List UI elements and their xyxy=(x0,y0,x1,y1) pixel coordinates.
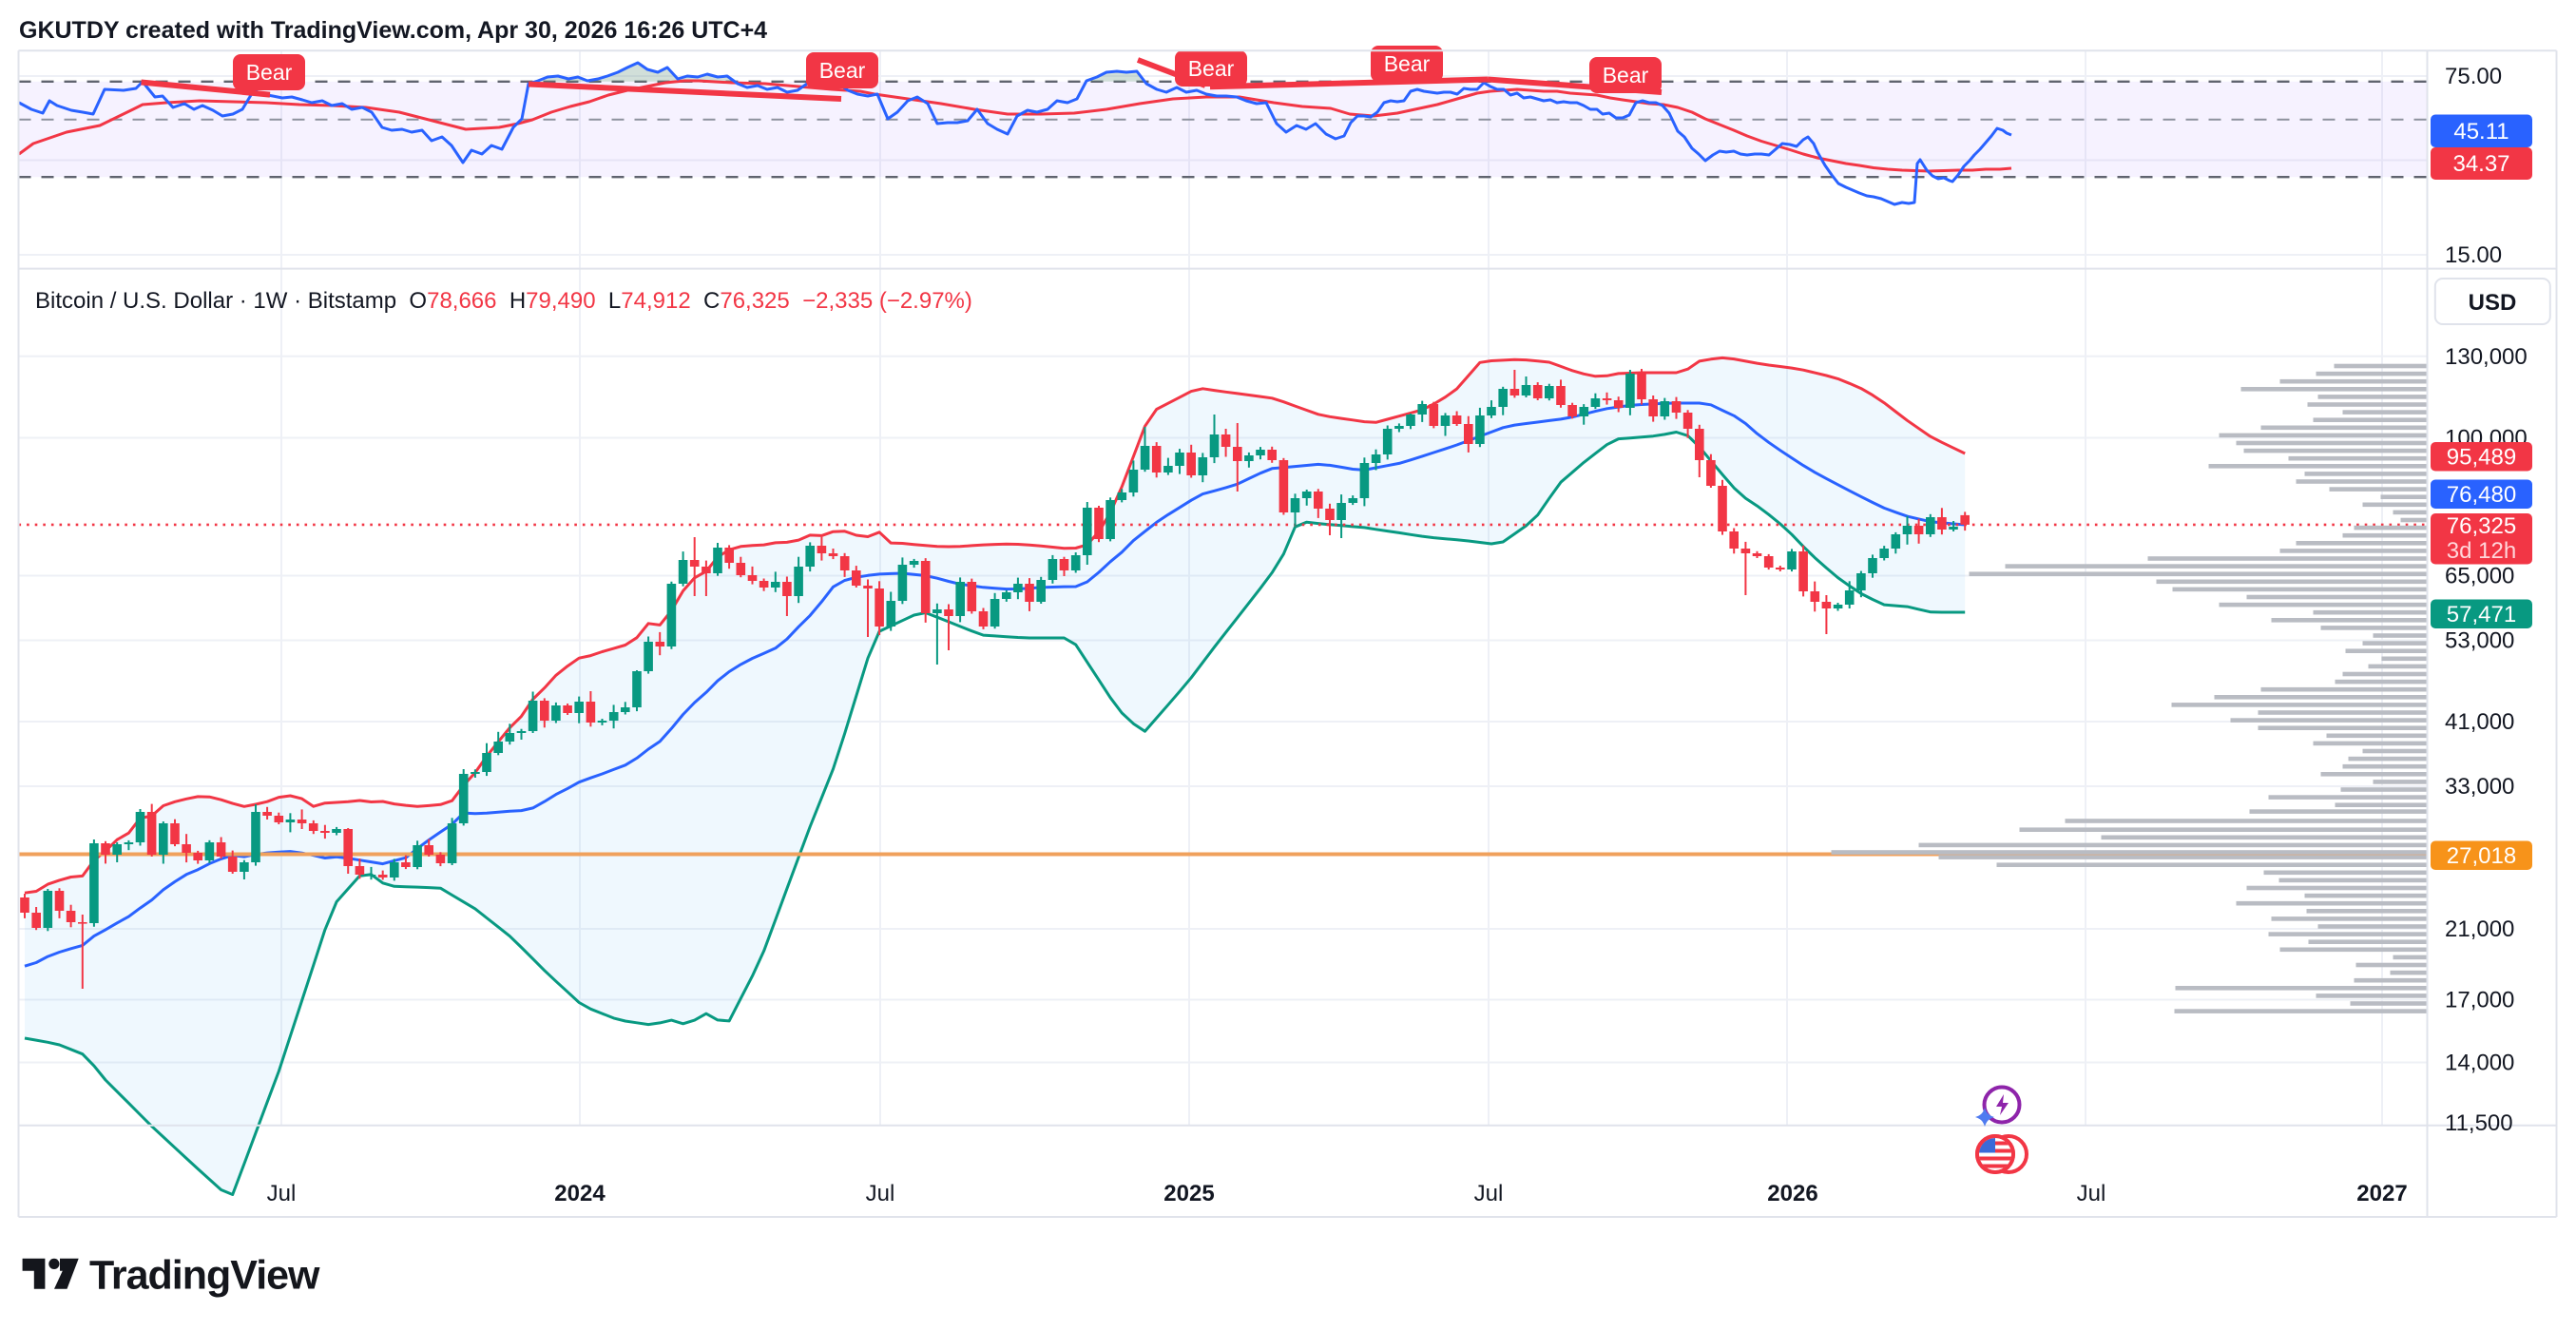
svg-text:3d 12h: 3d 12h xyxy=(2447,538,2516,564)
svg-text:2027: 2027 xyxy=(2356,1181,2407,1206)
svg-text:65,000: 65,000 xyxy=(2445,564,2514,589)
svg-text:Bear: Bear xyxy=(1188,56,1235,81)
svg-text:75.00: 75.00 xyxy=(2445,64,2502,89)
svg-text:Bear: Bear xyxy=(246,60,293,85)
svg-text:11,500: 11,500 xyxy=(2445,1110,2513,1136)
svg-text:2025: 2025 xyxy=(1163,1181,1214,1206)
svg-text:21,000: 21,000 xyxy=(2445,916,2514,942)
svg-text:14,000: 14,000 xyxy=(2445,1051,2514,1076)
svg-text:Bear: Bear xyxy=(819,58,866,83)
svg-text:33,000: 33,000 xyxy=(2445,774,2514,800)
svg-text:45.11: 45.11 xyxy=(2453,119,2509,145)
svg-text:GKUTDY created with TradingVie: GKUTDY created with TradingView.com, Apr… xyxy=(19,17,767,44)
svg-text:76,325: 76,325 xyxy=(2447,513,2516,539)
svg-text:Bitcoin / U.S. Dollar · 1W · B: Bitcoin / U.S. Dollar · 1W · Bitstamp O7… xyxy=(35,288,972,314)
svg-text:Jul: Jul xyxy=(2077,1181,2106,1206)
svg-text:Bear: Bear xyxy=(1384,51,1431,76)
svg-text:Jul: Jul xyxy=(866,1181,895,1206)
svg-text:USD: USD xyxy=(2469,290,2517,316)
svg-text:Bear: Bear xyxy=(1603,63,1649,87)
svg-text:TradingView: TradingView xyxy=(89,1253,320,1299)
svg-text:53,000: 53,000 xyxy=(2445,628,2514,654)
svg-text:57,471: 57,471 xyxy=(2447,602,2516,627)
svg-text:95,489: 95,489 xyxy=(2447,444,2516,470)
svg-text:41,000: 41,000 xyxy=(2445,709,2514,735)
svg-text:Jul: Jul xyxy=(1474,1181,1504,1206)
svg-text:76,480: 76,480 xyxy=(2447,482,2516,508)
svg-text:Jul: Jul xyxy=(267,1181,297,1206)
svg-text:130,000: 130,000 xyxy=(2445,344,2528,370)
svg-text:17,000: 17,000 xyxy=(2445,988,2514,1013)
svg-text:27,018: 27,018 xyxy=(2447,843,2516,869)
svg-text:2026: 2026 xyxy=(1767,1181,1817,1206)
svg-text:2024: 2024 xyxy=(554,1181,606,1206)
svg-text:15.00: 15.00 xyxy=(2445,242,2502,268)
svg-text:34.37: 34.37 xyxy=(2452,151,2509,177)
